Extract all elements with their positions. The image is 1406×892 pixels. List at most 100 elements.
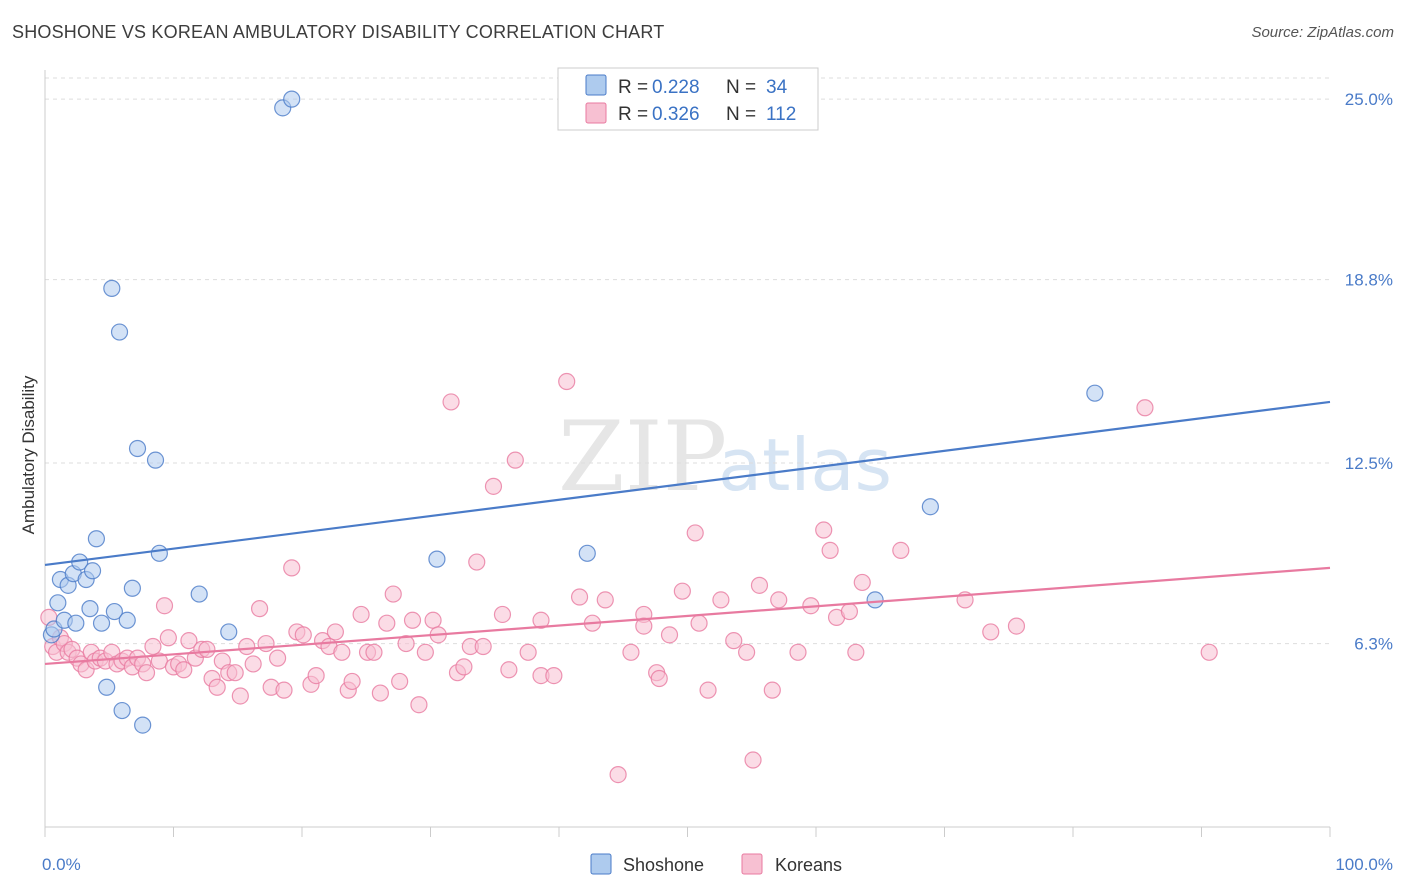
koreans-point-66	[410, 696, 428, 714]
shoshone-point-23	[146, 451, 165, 469]
shoshone-point-20	[123, 579, 141, 597]
koreans-point-54	[333, 643, 351, 661]
koreans-point-21	[137, 664, 156, 682]
shoshone-point-18	[113, 701, 131, 720]
shoshone-point-26	[220, 623, 238, 641]
watermark-atlas: atlas	[718, 423, 892, 507]
koreans-point-28	[175, 661, 193, 679]
koreans-point-70	[442, 393, 460, 411]
koreans-point-56	[343, 672, 361, 691]
shoshone-point-17	[110, 323, 129, 341]
y-axis-label: Ambulatory Disability	[19, 375, 38, 534]
koreans-point-63	[391, 672, 409, 691]
shoshone-point-16	[105, 602, 123, 621]
koreans-point-65	[403, 611, 422, 629]
shoshone-point-32	[921, 498, 939, 516]
koreans-point-106	[789, 643, 807, 661]
shoshone-points	[42, 90, 1104, 734]
koreans-point-119	[1200, 643, 1218, 661]
koreans-point-80	[519, 643, 537, 661]
shoshone-point-11	[83, 562, 102, 580]
legend-n-value-koreans: 112	[766, 104, 796, 125]
koreans-point-114	[892, 541, 910, 560]
legend-swatch-koreans	[585, 102, 607, 124]
watermark-zip: ZIP	[558, 401, 727, 513]
legend-n-label-shoshone: N =	[726, 77, 756, 98]
shoshone-point-33	[1086, 384, 1104, 402]
shoshone-point-2	[49, 594, 67, 612]
bottom-legend-swatch-shoshone	[590, 853, 612, 875]
koreans-point-59	[365, 643, 383, 661]
koreans-point-34	[208, 678, 226, 696]
shoshone-trend-line	[44, 400, 1331, 567]
koreans-point-116	[982, 623, 1000, 641]
koreans-point-105	[770, 591, 788, 609]
chart-title: SHOSHONE VS KOREAN AMBULATORY DISABILITY…	[12, 22, 665, 42]
shoshone-point-30	[578, 544, 596, 562]
koreans-point-62	[384, 585, 402, 603]
koreans-point-78	[500, 661, 518, 679]
koreans-point-96	[686, 524, 704, 542]
koreans-point-95	[673, 582, 691, 600]
koreans-point-87	[596, 591, 614, 609]
koreans-point-72	[455, 658, 473, 676]
koreans-point-102	[744, 751, 762, 769]
koreans-point-101	[738, 643, 756, 661]
shoshone-point-12	[87, 530, 106, 548]
shoshone-point-14	[98, 678, 116, 696]
koreans-point-112	[847, 643, 865, 661]
koreans-point-25	[159, 629, 177, 647]
koreans-point-32	[198, 640, 216, 658]
legend: R = 0.228 N = 34 R = 0.326 N = 112	[557, 67, 819, 131]
bottom-legend-label-shoshone: Shoshone	[623, 855, 704, 875]
koreans-point-48	[294, 626, 312, 644]
trend-lines	[44, 400, 1331, 666]
y-tick-labels: 6.3% 12.5% 18.8% 25.0%	[1345, 90, 1393, 653]
legend-n-value-shoshone: 34	[766, 77, 788, 98]
koreans-point-61	[378, 614, 396, 632]
koreans-point-75	[474, 637, 492, 656]
y-tick-label-2: 18.8%	[1345, 271, 1393, 290]
koreans-point-40	[244, 655, 262, 673]
koreans-point-39	[238, 637, 256, 656]
koreans-point-22	[144, 637, 162, 656]
x-tick-label-1: 100.0%	[1335, 855, 1393, 874]
bottom-legend-swatch-koreans	[741, 853, 763, 875]
koreans-point-103	[750, 576, 769, 594]
koreans-point-94	[660, 626, 679, 644]
koreans-point-118	[1136, 399, 1154, 417]
axes	[44, 70, 1331, 837]
koreans-point-109	[821, 541, 839, 560]
grid-lines	[45, 77, 1330, 645]
shoshone-point-21	[128, 439, 147, 458]
koreans-point-64	[397, 634, 415, 653]
koreans-point-108	[815, 521, 833, 539]
shoshone-point-10	[81, 600, 99, 618]
koreans-point-67	[416, 643, 434, 661]
koreans-point-74	[468, 553, 486, 571]
koreans-point-88	[609, 765, 627, 784]
shoshone-point-29	[428, 550, 446, 568]
y-tick-label-1: 12.5%	[1345, 454, 1393, 473]
legend-r-label-koreans: R =	[618, 104, 648, 125]
shoshone-point-31	[866, 591, 884, 609]
shoshone-point-7	[67, 614, 85, 632]
watermark: ZIP atlas	[558, 401, 892, 513]
bottom-legend-label-koreans: Koreans	[775, 855, 842, 875]
koreans-point-97	[690, 614, 708, 632]
koreans-point-60	[371, 684, 389, 702]
y-tick-label-0: 6.3%	[1354, 635, 1393, 654]
koreans-point-44	[268, 649, 287, 667]
shoshone-point-13	[92, 614, 111, 632]
shoshone-point-22	[134, 716, 152, 734]
koreans-point-99	[712, 591, 730, 609]
shoshone-point-24	[150, 544, 168, 562]
koreans-point-117	[1007, 617, 1026, 635]
koreans-point-79	[506, 451, 524, 469]
koreans-point-38	[231, 687, 249, 705]
koreans-point-68	[424, 611, 442, 629]
koreans-point-83	[545, 666, 563, 685]
bottom-legend: Shoshone Koreans	[590, 853, 842, 875]
legend-r-label-shoshone: R =	[618, 77, 648, 98]
